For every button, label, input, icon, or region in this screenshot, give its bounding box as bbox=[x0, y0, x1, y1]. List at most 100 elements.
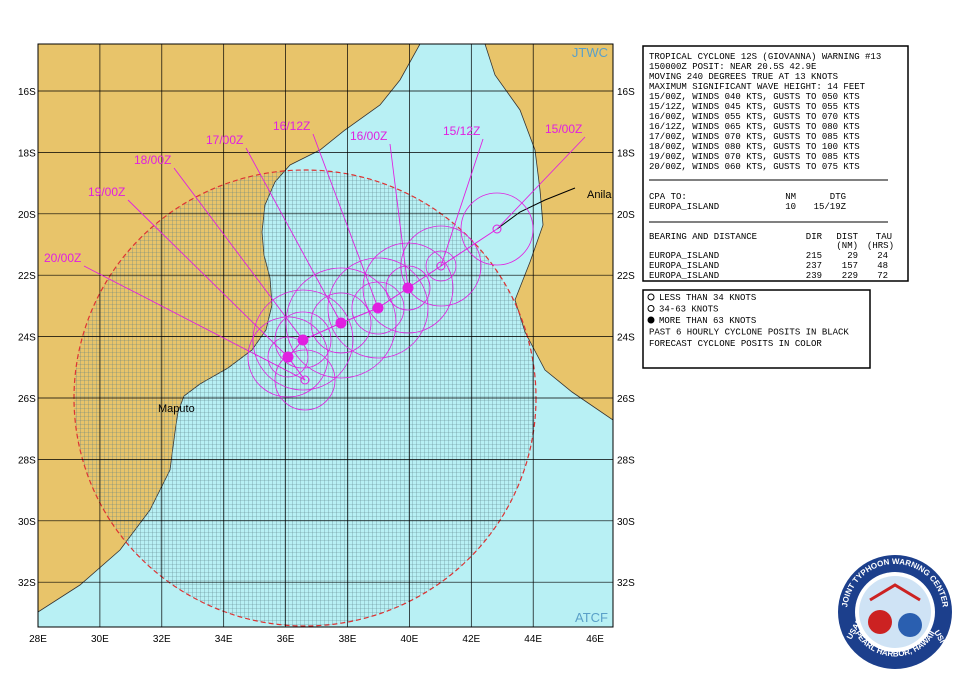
warning-line: 29 bbox=[847, 251, 858, 261]
label-leader bbox=[496, 136, 586, 230]
warning-line: 16/12Z, WINDS 065 KTS, GUSTS TO 080 KTS bbox=[649, 122, 860, 132]
lon-label: 34E bbox=[215, 634, 233, 645]
past-track bbox=[496, 187, 576, 230]
wind-radius bbox=[385, 265, 431, 311]
lon-label: 32E bbox=[153, 634, 171, 645]
warning-line: MAXIMUM SIGNIFICANT WAVE HEIGHT: 14 FEET bbox=[649, 82, 866, 92]
warning-line: (NM) bbox=[836, 241, 858, 251]
warning-line: FORECAST CYCLONE POSITS IN COLOR bbox=[649, 339, 822, 349]
warning-line: 237 bbox=[806, 261, 822, 271]
warning-line: DIR bbox=[806, 232, 823, 242]
warning-line: CPA TO: bbox=[649, 192, 687, 202]
label-leader bbox=[173, 167, 304, 341]
map-frame bbox=[37, 43, 614, 628]
forecast-track bbox=[247, 192, 534, 411]
wind-radius bbox=[274, 311, 332, 369]
wind-radius bbox=[247, 316, 329, 398]
time-label: 18/00Z bbox=[134, 153, 171, 167]
label-leader bbox=[127, 199, 289, 358]
lon-label: 36E bbox=[277, 634, 295, 645]
legend-symbol bbox=[647, 305, 655, 312]
warning-line: 15/19Z bbox=[814, 202, 847, 212]
lon-label: 46E bbox=[586, 634, 604, 645]
warning-line: MORE THAN 63 KNOTS bbox=[659, 316, 756, 326]
lat-label: 22S bbox=[617, 271, 635, 282]
time-label: 15/12Z bbox=[443, 124, 480, 138]
time-label: 16/00Z bbox=[350, 129, 387, 143]
legend-box bbox=[642, 289, 871, 369]
warning-line: 17/00Z, WINDS 070 KTS, GUSTS TO 085 KTS bbox=[649, 132, 860, 142]
warning-line: TROPICAL CYCLONE 12S (GIOVANNA) WARNING … bbox=[649, 52, 881, 62]
warning-line: 15/12Z, WINDS 045 KTS, GUSTS TO 055 KTS bbox=[649, 102, 860, 112]
corner-label: ATCF bbox=[575, 610, 608, 625]
lat-label: 30S bbox=[617, 517, 635, 528]
grid bbox=[38, 44, 613, 627]
place-label: Maputo bbox=[158, 403, 195, 415]
warning-line: EUROPA_ISLAND bbox=[649, 202, 719, 212]
wind-radius bbox=[267, 336, 309, 378]
lon-label: 40E bbox=[401, 634, 419, 645]
lat-label: 32S bbox=[617, 578, 635, 589]
wind-radius bbox=[327, 257, 429, 359]
lon-label: 42E bbox=[462, 634, 480, 645]
time-label: 20/00Z bbox=[44, 251, 81, 265]
time-label: 17/00Z bbox=[206, 133, 243, 147]
label-leader bbox=[83, 265, 306, 381]
lon-label: 38E bbox=[339, 634, 357, 645]
lat-label: 24S bbox=[617, 333, 635, 344]
warning-line: TAU bbox=[876, 232, 892, 242]
lat-label: 20S bbox=[617, 210, 635, 221]
lat-label: 18S bbox=[18, 148, 36, 159]
position bbox=[492, 224, 502, 234]
warning-line: EUROPA_ISLAND bbox=[649, 261, 719, 271]
legend-symbol bbox=[647, 316, 655, 324]
warning-line: 24 bbox=[877, 251, 888, 261]
map bbox=[38, 44, 613, 627]
lon-label: 28E bbox=[29, 634, 47, 645]
lat-label: 18S bbox=[617, 148, 635, 159]
warning-line: 19/00Z, WINDS 070 KTS, GUSTS TO 085 KTS bbox=[649, 152, 860, 162]
lon-label: 44E bbox=[524, 634, 542, 645]
label-leader bbox=[440, 138, 484, 267]
lat-label: 32S bbox=[18, 578, 36, 589]
warning-line: 15/00Z, WINDS 040 KTS, GUSTS TO 050 KTS bbox=[649, 92, 860, 102]
warning-line: PAST 6 HOURLY CYCLONE POSITS IN BLACK bbox=[649, 328, 849, 338]
wind-radius bbox=[425, 250, 457, 282]
warning-line: 150000Z POSIT: NEAR 20.5S 42.9E bbox=[649, 62, 816, 72]
warning-line: 239 bbox=[806, 271, 822, 281]
wind-radius bbox=[285, 267, 397, 379]
wind-radius bbox=[252, 289, 354, 391]
lat-label: 28S bbox=[18, 455, 36, 466]
lat-label: 26S bbox=[617, 394, 635, 405]
time-label: 16/12Z bbox=[273, 119, 310, 133]
wind-radius bbox=[310, 292, 372, 354]
warning-line: DTG bbox=[830, 192, 846, 202]
lat-label: 22S bbox=[18, 271, 36, 282]
lat-label: 30S bbox=[18, 517, 36, 528]
map-labels: 16S 16S 18S 18S 20S 20S 22S 22S 24S 24S 26S 26S 28S 2… bbox=[18, 45, 635, 645]
warning-line: NM bbox=[785, 192, 796, 202]
position bbox=[300, 375, 310, 385]
warning-line: DIST bbox=[836, 232, 858, 242]
lat-label: 28S bbox=[617, 455, 635, 466]
warning-line: 10 bbox=[785, 202, 796, 212]
warning-line: LESS THAN 34 KNOTS bbox=[659, 293, 756, 303]
lat-label: 16S bbox=[617, 87, 635, 98]
warning-line: 16/00Z, WINDS 055 KTS, GUSTS TO 070 KTS bbox=[649, 112, 860, 122]
time-label: 19/00Z bbox=[88, 185, 125, 199]
warning-line: EUROPA_ISLAND bbox=[649, 271, 719, 281]
warning-line: 48 bbox=[877, 261, 888, 271]
warning-line: 18/00Z, WINDS 080 KTS, GUSTS TO 100 KTS bbox=[649, 142, 860, 152]
place-label: Anila bbox=[587, 189, 612, 201]
lat-label: 16S bbox=[18, 87, 36, 98]
madagascar bbox=[484, 44, 613, 421]
wind-radius bbox=[274, 349, 336, 411]
wind-radius bbox=[400, 225, 482, 307]
lon-label: 30E bbox=[91, 634, 109, 645]
position bbox=[436, 261, 446, 271]
wind-radius bbox=[362, 242, 454, 334]
warning-line: 72 bbox=[877, 271, 888, 281]
